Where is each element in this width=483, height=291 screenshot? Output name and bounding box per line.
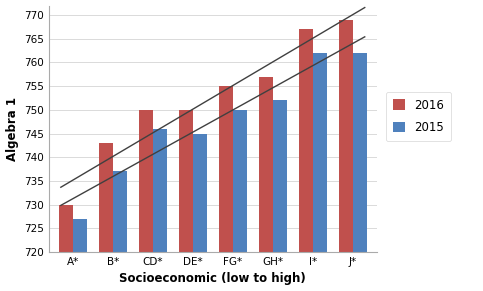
Bar — [99, 143, 113, 291]
Legend: 2016, 2015: 2016, 2015 — [386, 92, 451, 141]
Bar — [153, 129, 167, 291]
Bar — [233, 110, 247, 291]
Bar — [259, 77, 273, 291]
Bar — [339, 20, 353, 291]
Bar — [59, 205, 73, 291]
X-axis label: Socioeconomic (low to high): Socioeconomic (low to high) — [119, 272, 306, 285]
Bar — [273, 100, 287, 291]
Bar — [193, 134, 207, 291]
Bar — [299, 29, 313, 291]
Bar — [179, 110, 193, 291]
Bar — [139, 110, 153, 291]
Bar — [313, 53, 327, 291]
Bar — [73, 219, 87, 291]
Y-axis label: Algebra 1: Algebra 1 — [6, 97, 18, 161]
Bar — [113, 171, 127, 291]
Bar — [219, 86, 233, 291]
Bar — [353, 53, 367, 291]
